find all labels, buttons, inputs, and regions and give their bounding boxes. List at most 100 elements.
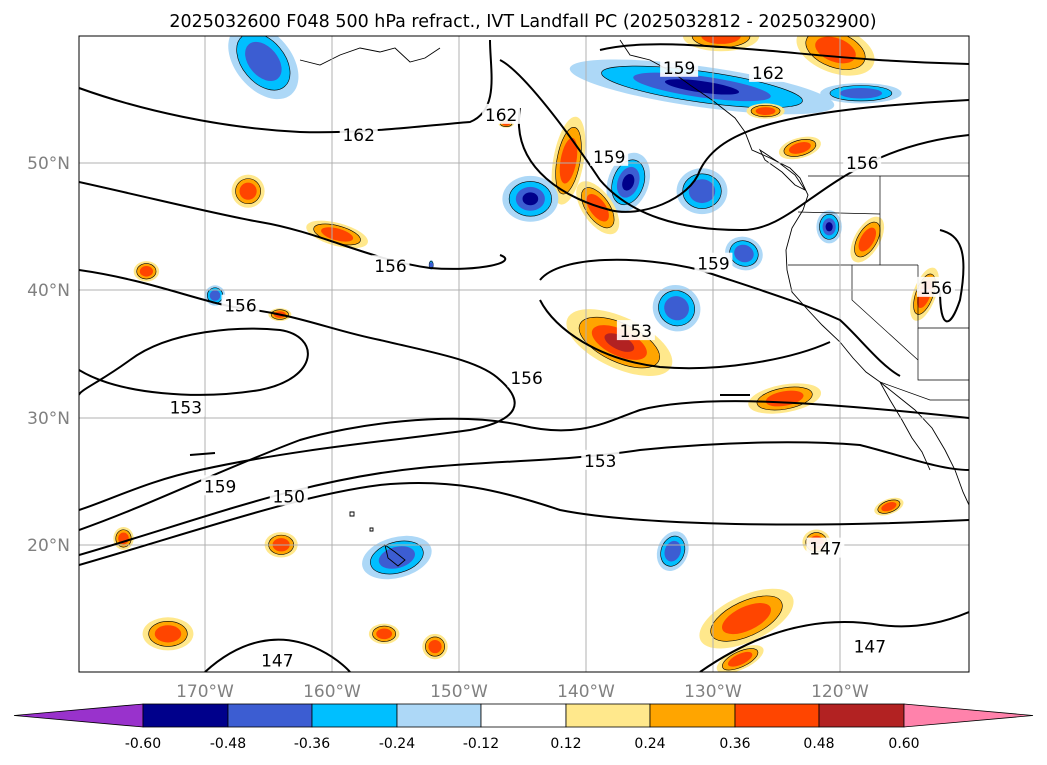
contour-line — [189, 452, 216, 456]
ivt-anomaly-blob — [429, 262, 434, 268]
map-panel: 162 162 159 159 162 156 159 156 156 153 156 153 159 1… — [78, 35, 970, 673]
map-frame — [78, 35, 970, 673]
ivt-anomaly-blob — [825, 222, 833, 232]
ivt-anomaly-blob — [245, 41, 282, 82]
lon-tick-label: 150°W — [430, 682, 488, 702]
baja-peninsula-coastline — [879, 381, 931, 471]
ivt-anomaly-blob — [378, 546, 415, 569]
colorbar-segment — [734, 703, 820, 728]
contour-label: 147 — [854, 638, 886, 658]
contour-line — [599, 43, 969, 65]
contour-label-background — [806, 537, 845, 558]
colorbar-label: 0.48 — [803, 736, 834, 752]
refractivity-contours — [79, 39, 969, 672]
ivt-anomaly-blob — [321, 227, 354, 242]
colorbar-label: 0.12 — [550, 736, 581, 752]
lon-tick-label: 160°W — [303, 682, 361, 702]
contour-label: 156 — [224, 297, 256, 317]
colorbar-label: -0.36 — [294, 736, 330, 752]
lon-tick-label: 170°W — [176, 682, 234, 702]
colorbar-segment — [311, 703, 398, 728]
ivt-anomaly-blob — [788, 142, 811, 154]
arizona-border — [917, 328, 969, 381]
contour-label-background — [339, 124, 378, 145]
ocean-background — [79, 36, 969, 672]
contour-label-background — [581, 449, 620, 470]
colorbar-segment — [818, 703, 905, 728]
state-borders — [788, 175, 969, 401]
colorbar-segment — [142, 703, 229, 728]
contour-label: 147 — [809, 540, 841, 560]
colorbar-label: 0.24 — [634, 736, 665, 752]
contour-label: 147 — [261, 652, 293, 672]
alaska-coastline — [299, 47, 441, 66]
latitude-tick-labels: 20°N 30°N 40°N 50°N — [27, 154, 70, 556]
contour-label-background — [616, 320, 655, 341]
contour-line — [499, 59, 969, 232]
contour-label: 162 — [342, 126, 374, 146]
contour-line — [79, 482, 969, 566]
ivt-anomaly-blob — [522, 192, 539, 206]
mexico-border — [879, 381, 969, 401]
ivt-anomaly-blob — [664, 540, 682, 562]
contour-line — [939, 229, 965, 323]
contour-label-background — [258, 649, 297, 670]
contour-label: 156 — [510, 369, 542, 389]
hawaii-islands — [349, 511, 406, 567]
lon-tick-label: 130°W — [684, 682, 742, 702]
ivt-anomaly-blob — [858, 227, 877, 252]
ivt-anomaly-blob — [239, 182, 257, 200]
colorbar-segments — [13, 703, 1034, 728]
contour-line — [79, 400, 969, 531]
lat-tick-label: 50°N — [27, 154, 70, 174]
ivt-anomaly-blob — [881, 502, 897, 512]
ivt-anomaly-blob — [139, 266, 153, 277]
contour-label-background — [507, 367, 546, 388]
contour-label-background — [269, 485, 308, 506]
ivt-anomaly-blob — [755, 107, 776, 116]
ivt-anomaly-blob — [722, 603, 771, 635]
contour-label: 153 — [620, 322, 652, 342]
ivt-anomaly-blob — [839, 87, 883, 99]
contour-label-background — [221, 294, 260, 315]
longitude-tick-labels: 170°W 160°W 150°W 140°W 130°W 120°W — [176, 682, 869, 702]
contour-label-background — [482, 103, 521, 124]
contour-label-background — [166, 396, 205, 417]
contour-label: 153 — [170, 398, 202, 418]
contour-label: 156 — [374, 257, 406, 277]
ivt-anomaly-blob — [428, 639, 442, 654]
contour-label-background — [749, 61, 788, 82]
contour-line — [699, 611, 969, 672]
ivt-anomaly-blob — [376, 628, 393, 640]
map-title: 2025032600 F048 500 hPa refract., IVT La… — [169, 12, 876, 32]
contour-label: 159 — [593, 148, 625, 168]
contour-label: 150 — [273, 487, 305, 507]
colorbar-label: 0.36 — [719, 736, 750, 752]
washington-oregon-border — [797, 211, 881, 215]
contour-label: 159 — [204, 477, 236, 497]
lon-tick-label: 120°W — [811, 682, 869, 702]
colorbar-label: -0.24 — [379, 736, 415, 752]
colorbar-extend-high — [903, 703, 1034, 728]
colorbar-segment — [227, 703, 313, 728]
contour-label-background — [371, 255, 410, 276]
nevada-border — [851, 265, 919, 361]
contour-label-background — [850, 635, 889, 656]
lat-tick-label: 20°N — [27, 536, 70, 556]
colorbar-extend-low — [13, 703, 144, 728]
ivt-anomaly-blob — [664, 296, 689, 321]
lat-tick-label: 30°N — [27, 409, 70, 429]
ivt-anomaly-blob — [664, 79, 740, 95]
north-america-coastline — [619, 39, 969, 506]
ivt-anomaly-blob — [604, 333, 635, 352]
lon-tick-label: 140°W — [557, 682, 615, 702]
contour-label-background — [590, 145, 629, 166]
contour-label: 156 — [920, 279, 952, 299]
contour-label-background — [694, 252, 733, 273]
contour-line — [517, 99, 969, 213]
colorbar-label: 0.60 — [888, 736, 919, 752]
ivt-anomaly-blob — [727, 651, 753, 667]
ivt-shading-layer — [113, 36, 939, 672]
contour-label-background — [843, 152, 882, 173]
